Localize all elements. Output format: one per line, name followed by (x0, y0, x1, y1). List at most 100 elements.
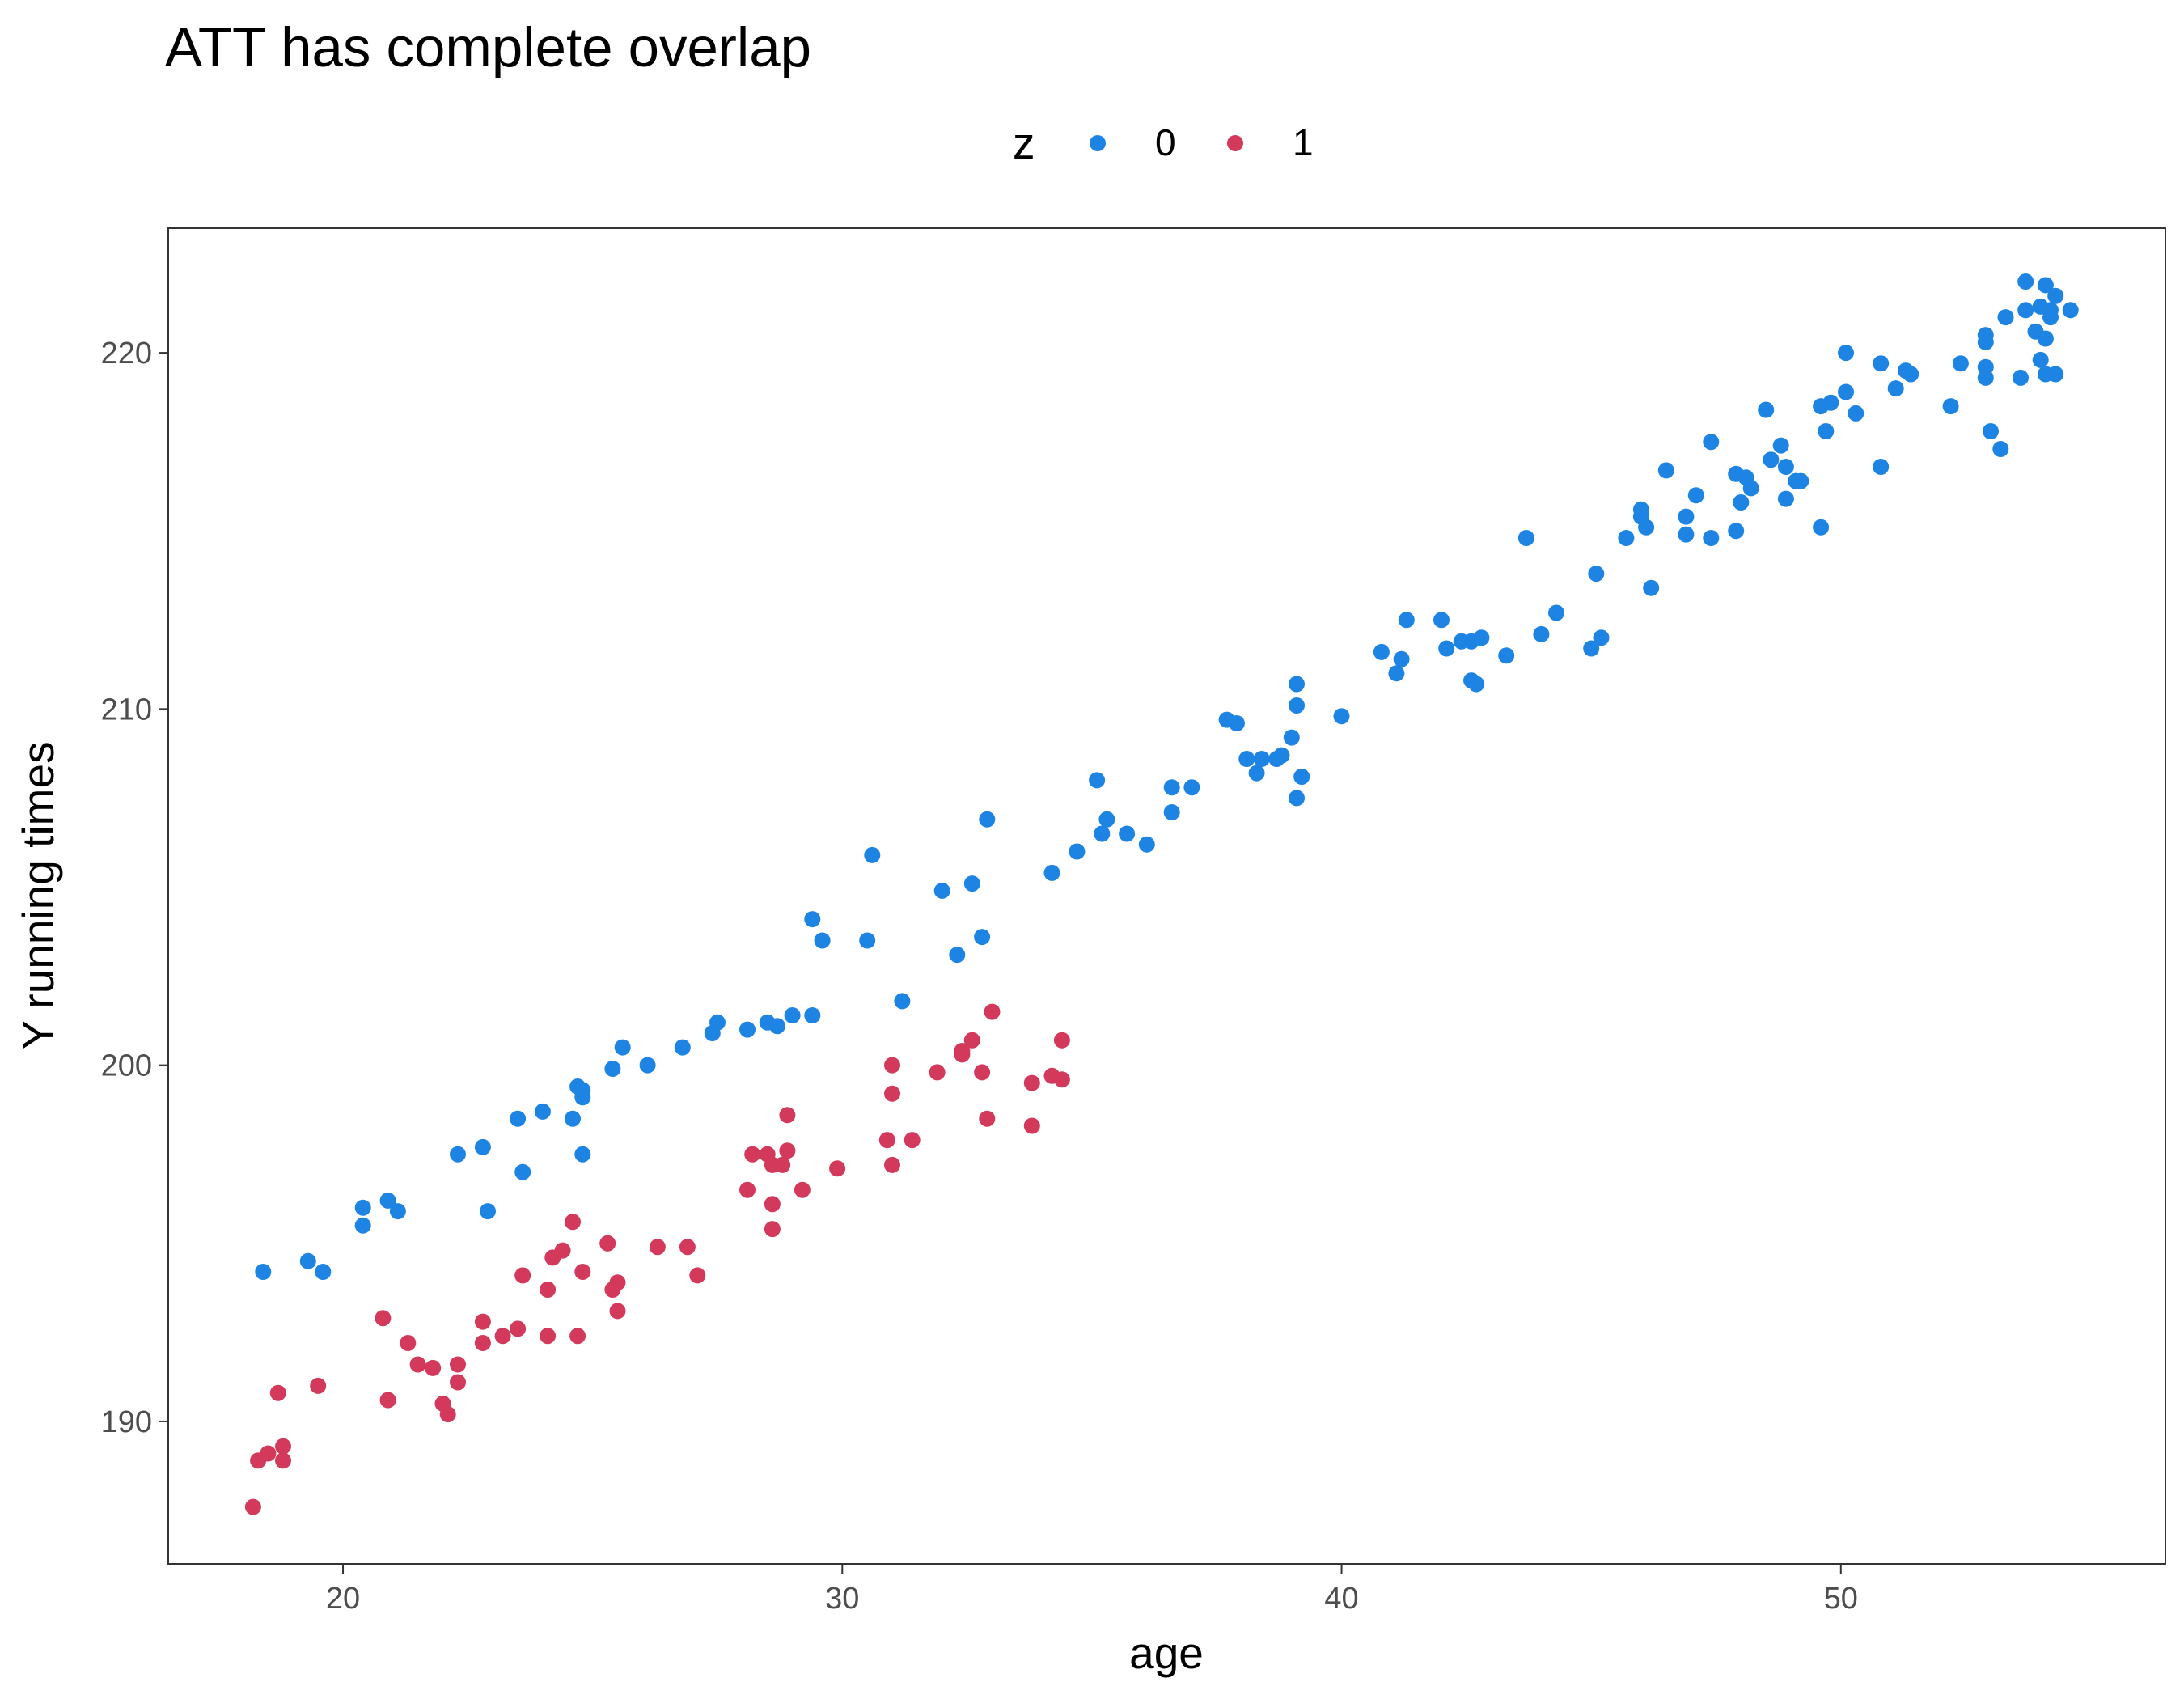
point-z1-28 (599, 1235, 616, 1252)
point-z0-43 (1098, 811, 1115, 828)
point-z1-42 (779, 1142, 796, 1159)
point-z0-72 (1473, 629, 1490, 646)
point-z1-17 (474, 1335, 491, 1351)
point-z1-13 (439, 1406, 456, 1423)
chart-title: ATT has complete overlap (165, 16, 811, 78)
point-z0-71 (1468, 676, 1485, 693)
point-z1-11 (425, 1359, 442, 1376)
point-z0-85 (1657, 462, 1674, 479)
point-z0-134 (2042, 309, 2059, 326)
point-z0-51 (1238, 751, 1255, 767)
point-z0-65 (1398, 612, 1415, 629)
point-z1-6 (310, 1377, 327, 1394)
point-z0-124 (2013, 369, 2029, 386)
point-z0-103 (1813, 519, 1830, 536)
point-z0-73 (1498, 647, 1515, 664)
point-z0-21 (674, 1039, 691, 1056)
legend-label-0: 0 (1155, 121, 1176, 163)
point-z1-41 (774, 1156, 791, 1173)
point-z0-6 (389, 1203, 406, 1220)
point-z0-126 (2017, 302, 2034, 319)
point-z0-32 (864, 846, 881, 863)
point-z0-88 (1687, 487, 1704, 504)
point-z1-44 (794, 1181, 811, 1198)
point-z1-21 (540, 1282, 557, 1298)
point-z1-34 (689, 1267, 706, 1284)
point-z0-19 (614, 1039, 631, 1056)
point-z1-15 (450, 1374, 466, 1391)
point-z0-110 (1873, 355, 1890, 372)
y-tick-label: 220 (101, 337, 152, 371)
point-z0-13 (565, 1110, 581, 1127)
x-tick-label: 30 (825, 1582, 859, 1616)
point-z0-57 (1289, 697, 1305, 714)
point-z0-96 (1758, 401, 1775, 418)
point-z1-7 (375, 1310, 392, 1327)
point-z0-29 (804, 911, 821, 928)
point-z0-36 (963, 875, 980, 892)
point-z1-50 (904, 1132, 921, 1149)
legend-key-1 (1227, 135, 1243, 151)
point-z0-79 (1593, 629, 1610, 646)
point-z0-23 (709, 1014, 726, 1031)
point-z0-137 (2062, 302, 2079, 319)
point-z1-4 (275, 1438, 291, 1455)
legend-label-1: 1 (1293, 121, 1314, 163)
point-z0-109 (1848, 405, 1864, 422)
point-z0-62 (1373, 643, 1390, 660)
point-z1-45 (829, 1160, 846, 1177)
x-tick-label: 50 (1824, 1582, 1858, 1616)
point-z0-125 (2017, 273, 2034, 290)
points-layer (244, 273, 2079, 1515)
point-z1-3 (275, 1452, 291, 1469)
point-z0-24 (739, 1021, 756, 1038)
point-z0-37 (974, 929, 991, 946)
point-z0-35 (949, 947, 966, 964)
point-z0-76 (1548, 604, 1564, 621)
point-z0-82 (1632, 501, 1649, 518)
point-z0-61 (1333, 708, 1350, 725)
point-z0-44 (1119, 825, 1136, 842)
point-z1-55 (974, 1064, 991, 1081)
point-z1-40 (764, 1221, 781, 1238)
y-tick-label: 200 (101, 1049, 152, 1083)
plot-panel (167, 227, 2166, 1565)
point-z1-57 (984, 1003, 1001, 1020)
point-z1-33 (679, 1239, 696, 1256)
point-z1-25 (565, 1214, 581, 1231)
point-z0-0 (255, 1264, 272, 1280)
point-z0-2 (315, 1264, 332, 1280)
point-z0-28 (804, 1007, 821, 1023)
point-z0-135 (2047, 287, 2064, 304)
point-z0-42 (1094, 825, 1111, 842)
legend: z 0 1 (0, 113, 2184, 178)
point-z0-116 (1952, 355, 1969, 372)
point-z0-18 (604, 1061, 621, 1077)
point-z0-9 (480, 1203, 496, 1220)
point-z0-89 (1703, 530, 1720, 546)
point-z0-38 (979, 811, 996, 828)
point-z1-8 (379, 1392, 396, 1409)
point-z1-16 (474, 1313, 491, 1330)
point-z0-75 (1533, 625, 1550, 642)
point-z0-10 (510, 1110, 527, 1127)
point-z0-91 (1728, 523, 1745, 540)
point-z1-32 (649, 1239, 666, 1256)
point-z0-66 (1433, 612, 1450, 629)
point-z0-58 (1289, 676, 1305, 693)
point-z1-20 (514, 1267, 531, 1284)
point-z0-118 (1977, 358, 1994, 375)
point-z1-0 (244, 1498, 261, 1515)
point-z0-41 (1089, 772, 1106, 789)
point-z0-77 (1583, 640, 1600, 657)
point-z1-51 (929, 1064, 946, 1081)
x-axis-title: age (1129, 1628, 1204, 1678)
point-z0-78 (1588, 566, 1605, 583)
point-z1-59 (1023, 1074, 1040, 1091)
point-z0-56 (1283, 729, 1300, 746)
point-z1-46 (878, 1132, 895, 1149)
y-axis-title: Y running times (13, 741, 63, 1049)
point-z1-54 (963, 1032, 980, 1049)
point-z0-30 (814, 932, 831, 949)
